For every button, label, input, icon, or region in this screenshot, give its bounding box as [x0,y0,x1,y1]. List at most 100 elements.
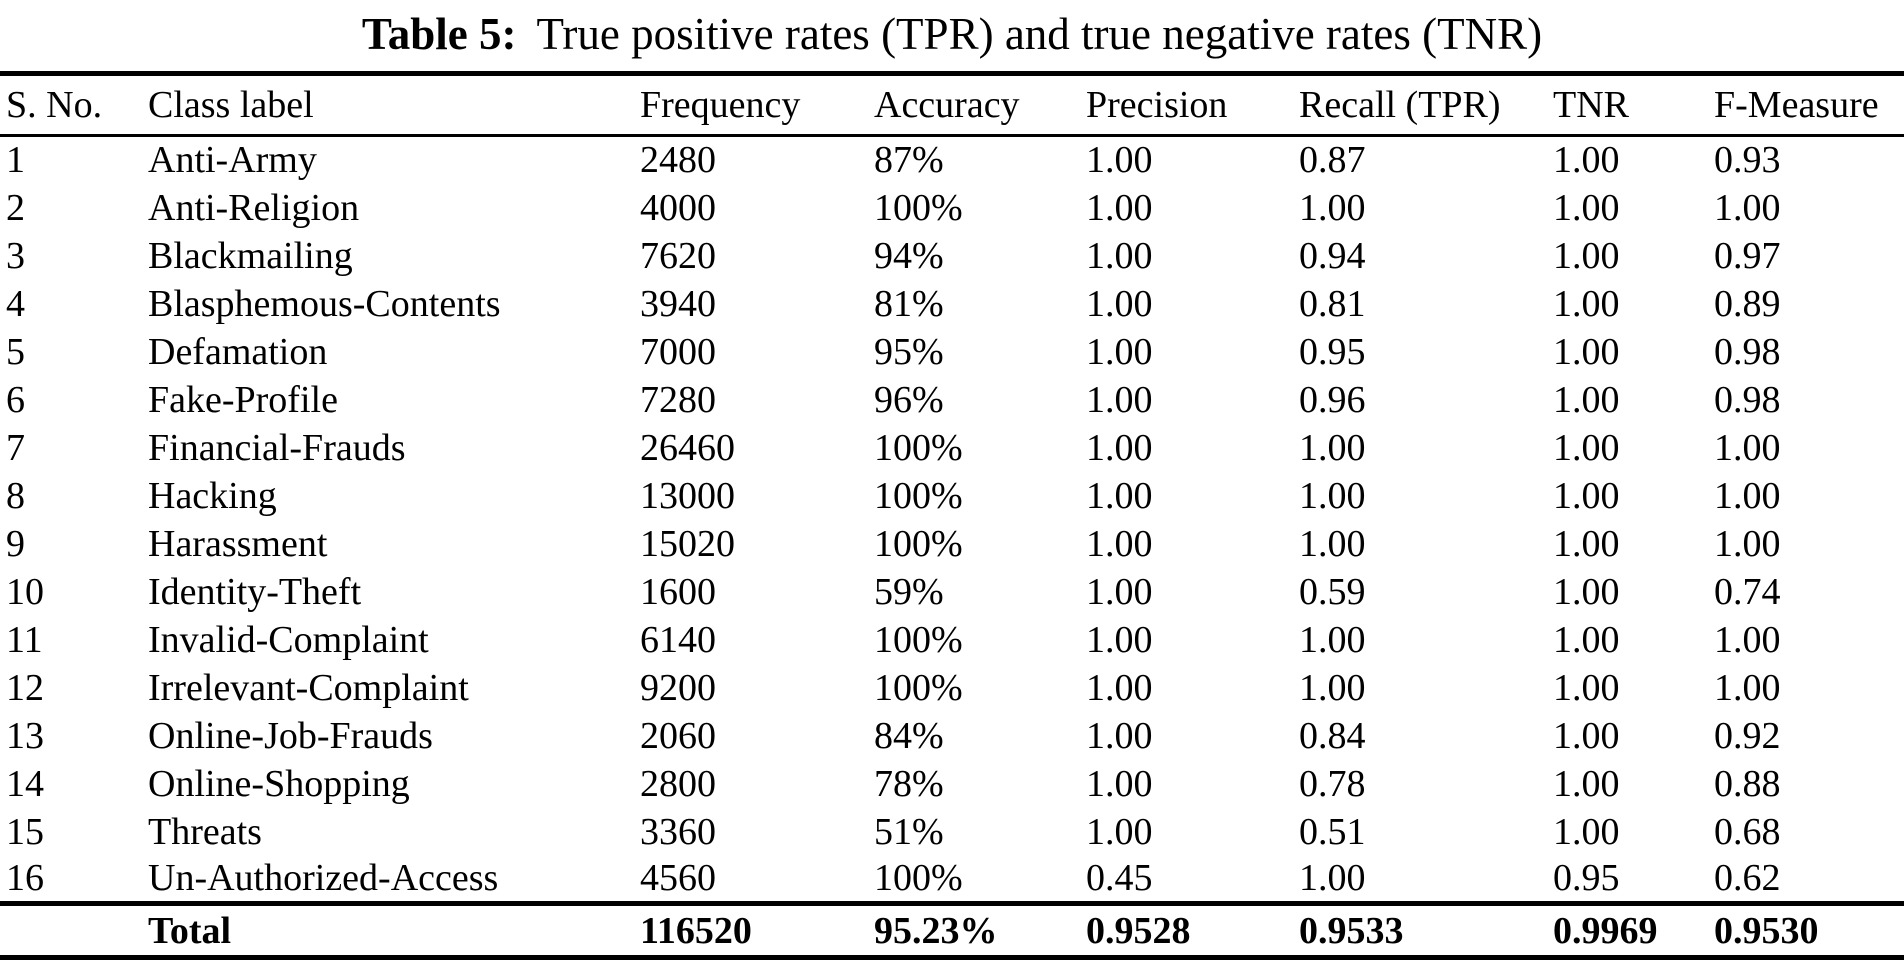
cell-f-measure: 0.98 [1714,378,1781,421]
table-footer: Total 116520 95.23% 0.9528 0.9533 0.9969… [0,901,1904,958]
cell-precision: 1.00 [1086,810,1153,853]
cell-accuracy: 100% [874,666,963,709]
cell-recall-tpr: 0.94 [1299,234,1366,277]
total-cell-label: Total [142,901,634,958]
cell-accuracy: 84% [874,714,944,757]
cell-tnr: 1.00 [1553,186,1620,229]
cell-recall-tpr: 0.84 [1299,714,1366,757]
total-cell-tnr: 0.9969 [1547,901,1708,958]
cell-tnr: 1.00 [1553,714,1620,757]
cell-tnr: 1.00 [1553,810,1620,853]
table-row: 6 Fake-Profile 7280 96% 1.00 0.96 1.00 0.98 [0,376,1904,424]
cell-class-label: Identity-Theft [148,570,362,613]
cell-class-label: Hacking [148,474,277,517]
cell-class-label: Un-Authorized-Access [148,857,499,900]
cell-accuracy: 100% [874,186,963,229]
cell-precision: 1.00 [1086,570,1153,613]
cell-recall-tpr: 0.95 [1299,330,1366,373]
cell-recall-tpr: 0.51 [1299,810,1366,853]
cell-frequency: 7280 [640,378,716,421]
cell-sno: 9 [6,522,25,565]
cell-frequency: 4560 [640,857,716,900]
cell-tnr: 1.00 [1553,426,1620,469]
cell-frequency: 2480 [640,139,716,182]
col-header-f-measure: F-Measure [1708,73,1904,137]
cell-accuracy: 100% [874,426,963,469]
total-cell-frequency: 116520 [634,901,868,958]
cell-sno: 16 [6,857,44,900]
table-row: 11 Invalid-Complaint 6140 100% 1.00 1.00 1.00 1… [0,616,1904,664]
cell-class-label: Anti-Religion [148,186,360,229]
col-header-precision: Precision [1080,73,1293,137]
col-header-tnr: TNR [1547,73,1708,137]
cell-accuracy: 78% [874,762,944,805]
table-row: 1 Anti-Army 2480 87% 1.00 0.87 1.00 0.93 [0,136,1904,184]
cell-precision: 1.00 [1086,282,1153,325]
col-header-class-label: Class label [142,73,634,137]
cell-precision: 1.00 [1086,234,1153,277]
total-cell-f-measure: 0.9530 [1708,901,1904,958]
table-caption-text: True positive rates (TPR) and true negat… [536,9,1543,59]
cell-sno: 8 [6,474,25,517]
total-row: Total 116520 95.23% 0.9528 0.9533 0.9969… [0,901,1904,958]
cell-frequency: 6140 [640,618,716,661]
cell-class-label: Blasphemous-Contents [148,282,501,325]
cell-precision: 1.00 [1086,378,1153,421]
cell-precision: 1.00 [1086,522,1153,565]
cell-class-label: Fake-Profile [148,378,338,421]
cell-frequency: 7620 [640,234,716,277]
total-cell-precision: 0.9528 [1080,901,1293,958]
cell-sno: 4 [6,282,25,325]
cell-f-measure: 1.00 [1714,522,1781,565]
cell-sno: 14 [6,762,44,805]
cell-frequency: 15020 [640,522,735,565]
table-row: 3 Blackmailing 7620 94% 1.00 0.94 1.00 0.97 [0,232,1904,280]
cell-sno: 1 [6,139,25,182]
cell-precision: 1.00 [1086,714,1153,757]
cell-f-measure: 0.93 [1714,139,1781,182]
cell-frequency: 13000 [640,474,735,517]
cell-recall-tpr: 0.78 [1299,762,1366,805]
cell-frequency: 3940 [640,282,716,325]
cell-class-label: Defamation [148,330,328,373]
cell-accuracy: 100% [874,857,963,900]
table-row: 9 Harassment 15020 100% 1.00 1.00 1.00 1.00 [0,520,1904,568]
cell-tnr: 1.00 [1553,570,1620,613]
cell-tnr: 1.00 [1553,474,1620,517]
cell-recall-tpr: 0.81 [1299,282,1366,325]
cell-tnr: 1.00 [1553,282,1620,325]
cell-accuracy: 100% [874,474,963,517]
cell-frequency: 9200 [640,666,716,709]
cell-class-label: Invalid-Complaint [148,618,429,661]
cell-accuracy: 96% [874,378,944,421]
cell-f-measure: 1.00 [1714,474,1781,517]
cell-recall-tpr: 1.00 [1299,474,1366,517]
cell-precision: 1.00 [1086,330,1153,373]
cell-f-measure: 0.62 [1714,857,1781,900]
cell-f-measure: 1.00 [1714,186,1781,229]
cell-accuracy: 100% [874,618,963,661]
cell-precision: 1.00 [1086,474,1153,517]
cell-recall-tpr: 0.87 [1299,139,1366,182]
cell-accuracy: 94% [874,234,944,277]
col-header-frequency: Frequency [634,73,868,137]
cell-f-measure: 0.88 [1714,762,1781,805]
cell-recall-tpr: 0.96 [1299,378,1366,421]
cell-precision: 1.00 [1086,426,1153,469]
cell-sno: 12 [6,666,44,709]
cell-sno: 11 [6,618,43,661]
cell-frequency: 26460 [640,426,735,469]
cell-accuracy: 87% [874,139,944,182]
cell-class-label: Online-Shopping [148,762,410,805]
cell-recall-tpr: 0.59 [1299,570,1366,613]
cell-frequency: 3360 [640,810,716,853]
col-header-sno: S. No. [0,73,142,137]
cell-f-measure: 1.00 [1714,666,1781,709]
cell-recall-tpr: 1.00 [1299,426,1366,469]
cell-recall-tpr: 1.00 [1299,618,1366,661]
cell-class-label: Harassment [148,522,328,565]
cell-f-measure: 0.89 [1714,282,1781,325]
cell-tnr: 1.00 [1553,666,1620,709]
cell-precision: 1.00 [1086,762,1153,805]
